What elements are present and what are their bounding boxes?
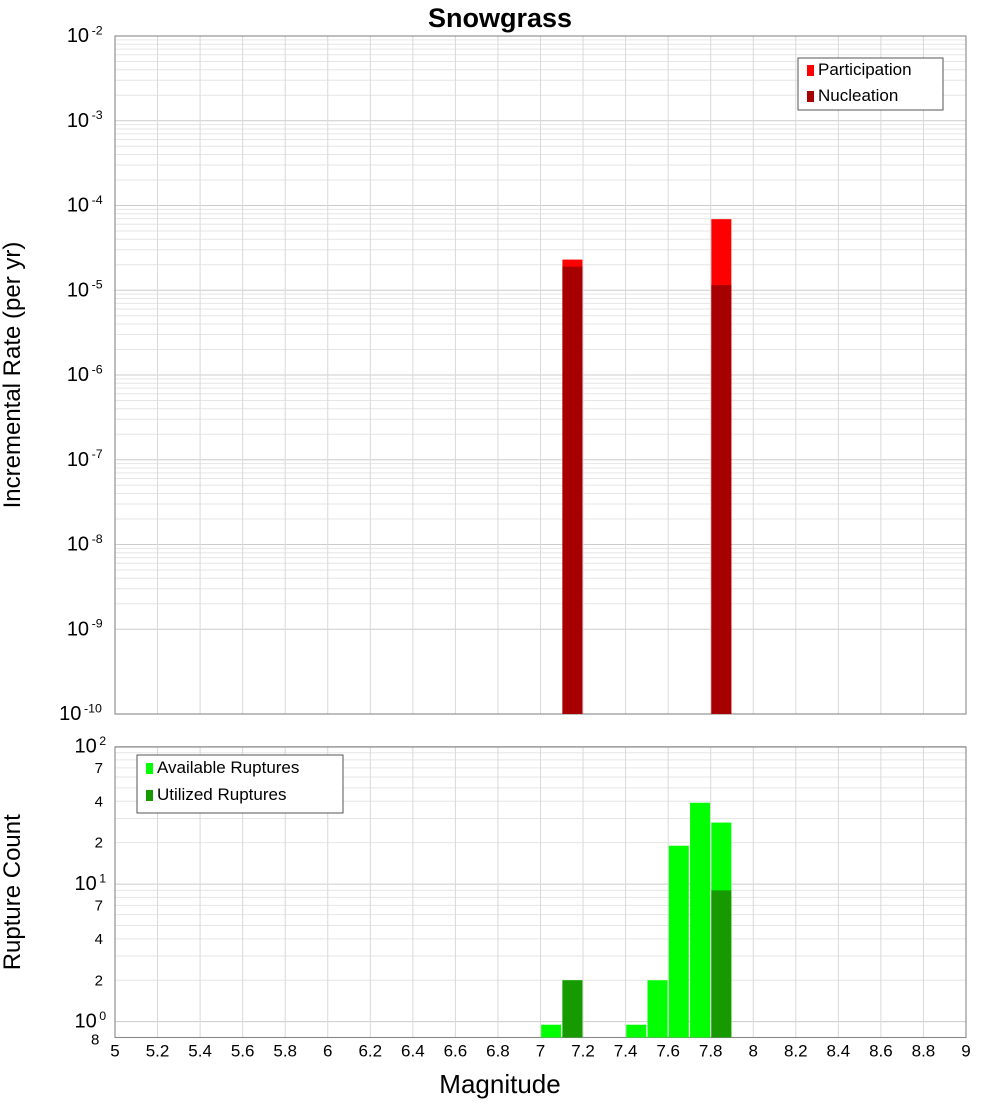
svg-text:7.8: 7.8	[699, 1042, 723, 1061]
svg-text:6.2: 6.2	[358, 1042, 382, 1061]
svg-text:2: 2	[95, 835, 103, 852]
svg-text:10: 10	[67, 195, 89, 217]
svg-text:5.6: 5.6	[231, 1042, 255, 1061]
svg-text:4: 4	[95, 793, 103, 810]
svg-text:10: 10	[75, 873, 97, 895]
svg-text:Rupture Count: Rupture Count	[0, 814, 26, 970]
svg-text:8.4: 8.4	[827, 1042, 851, 1061]
svg-text:-3: -3	[92, 108, 103, 122]
svg-text:8: 8	[91, 1032, 99, 1049]
svg-text:-8: -8	[92, 532, 103, 546]
svg-text:9: 9	[961, 1042, 970, 1061]
svg-text:-4: -4	[92, 193, 103, 207]
svg-text:7: 7	[95, 760, 103, 777]
svg-text:2: 2	[95, 972, 103, 989]
svg-text:Nucleation: Nucleation	[818, 86, 898, 105]
svg-text:7: 7	[95, 897, 103, 914]
svg-text:5.4: 5.4	[188, 1042, 212, 1061]
svg-text:Utilized Ruptures: Utilized Ruptures	[157, 785, 286, 804]
svg-text:10: 10	[67, 364, 89, 386]
svg-text:6: 6	[323, 1042, 332, 1061]
svg-text:0: 0	[99, 1009, 106, 1023]
svg-text:10: 10	[67, 110, 89, 132]
svg-text:8.2: 8.2	[784, 1042, 808, 1061]
svg-text:-9: -9	[92, 617, 103, 631]
svg-text:5: 5	[110, 1042, 119, 1061]
svg-text:10: 10	[67, 279, 89, 301]
svg-text:7.2: 7.2	[571, 1042, 595, 1061]
svg-text:Available Ruptures: Available Ruptures	[157, 758, 299, 777]
svg-text:10: 10	[75, 736, 97, 758]
svg-text:-6: -6	[92, 362, 103, 376]
svg-text:-5: -5	[92, 278, 103, 292]
svg-text:4: 4	[95, 931, 103, 948]
svg-text:Snowgrass: Snowgrass	[428, 3, 572, 33]
svg-text:Participation: Participation	[818, 60, 912, 79]
svg-text:Incremental Rate (per yr): Incremental Rate (per yr)	[0, 242, 26, 509]
svg-text:8: 8	[749, 1042, 758, 1061]
svg-text:7.4: 7.4	[614, 1042, 638, 1061]
svg-text:-7: -7	[92, 447, 103, 461]
svg-text:7.6: 7.6	[656, 1042, 680, 1061]
svg-text:8.6: 8.6	[869, 1042, 893, 1061]
svg-text:Magnitude: Magnitude	[439, 1069, 560, 1099]
svg-text:5.8: 5.8	[273, 1042, 297, 1061]
svg-text:1: 1	[99, 871, 106, 885]
svg-text:-2: -2	[92, 23, 103, 37]
svg-text:8.8: 8.8	[912, 1042, 936, 1061]
svg-text:10: 10	[75, 1011, 97, 1033]
svg-text:10: 10	[67, 534, 89, 556]
svg-text:10: 10	[67, 25, 89, 47]
svg-text:2: 2	[99, 734, 106, 748]
svg-text:6.6: 6.6	[444, 1042, 468, 1061]
svg-text:6.8: 6.8	[486, 1042, 510, 1061]
svg-text:-10: -10	[84, 701, 102, 715]
svg-text:10: 10	[59, 703, 81, 725]
svg-text:10: 10	[67, 449, 89, 471]
svg-text:5.2: 5.2	[146, 1042, 170, 1061]
svg-text:7: 7	[536, 1042, 545, 1061]
svg-text:6.4: 6.4	[401, 1042, 425, 1061]
svg-text:10: 10	[67, 618, 89, 640]
